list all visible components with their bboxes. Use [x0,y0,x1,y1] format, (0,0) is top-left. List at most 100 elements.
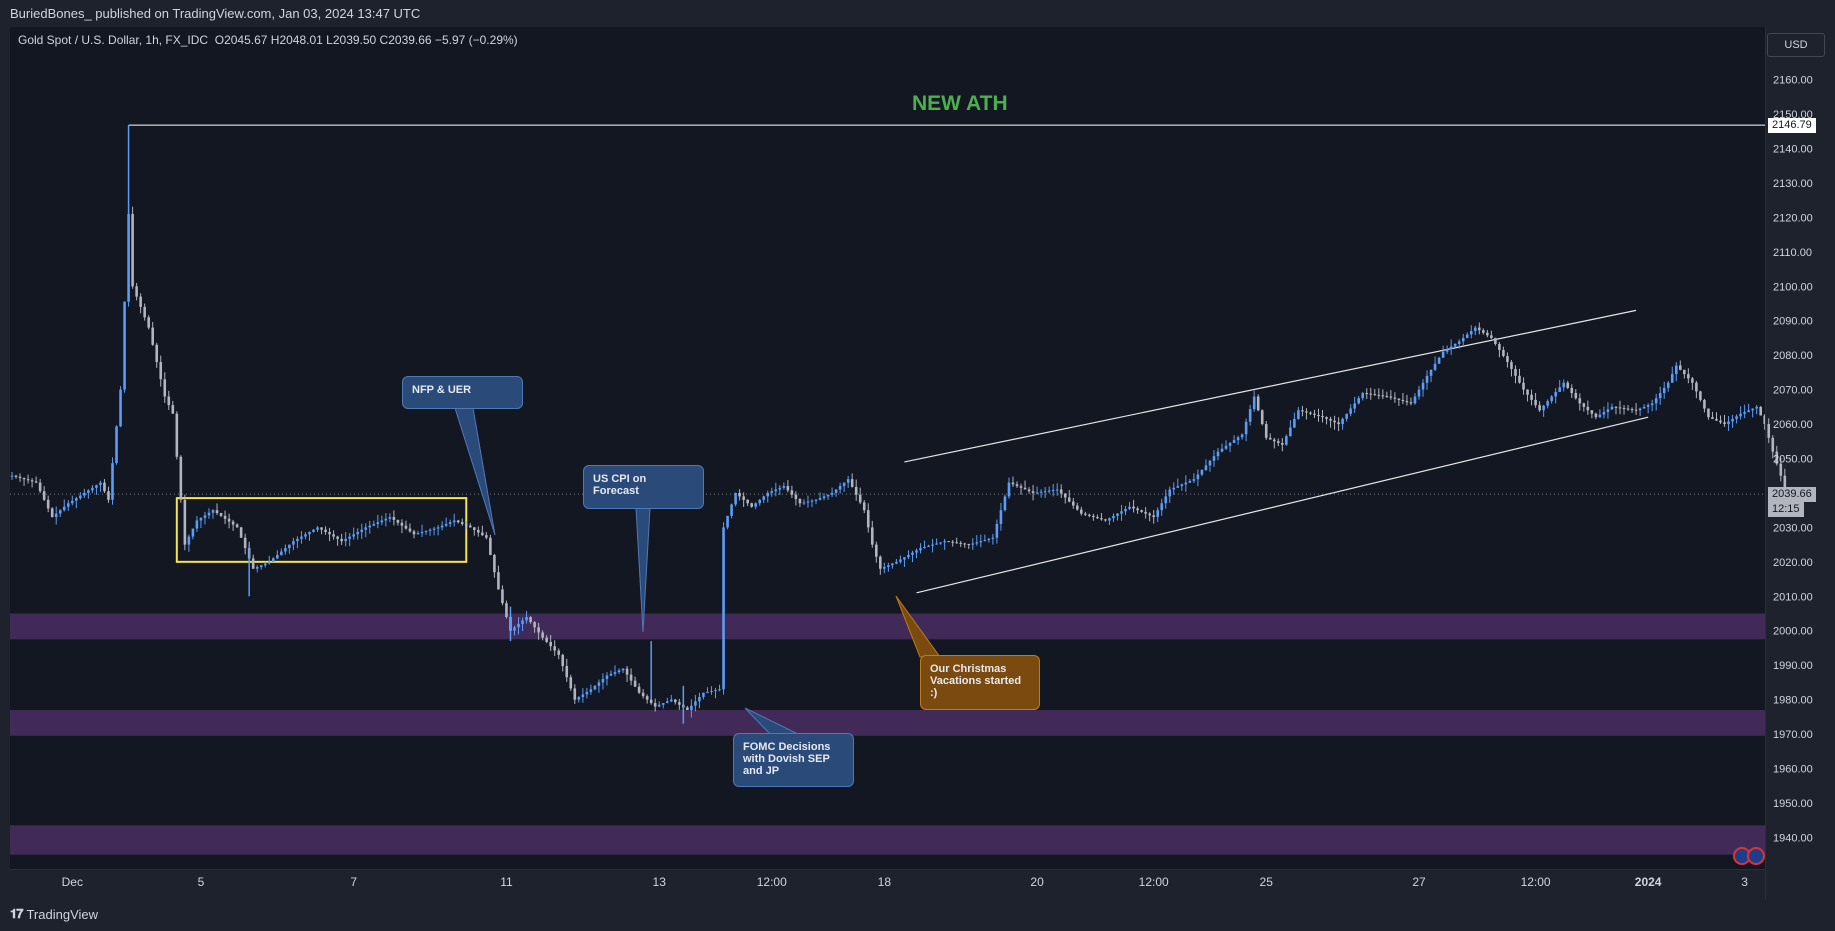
candle-body [62,506,66,511]
price-tick-label: 1960.00 [1773,764,1813,776]
support-zone-1 [10,613,1765,640]
candle-body [1771,437,1775,452]
candle-body [1192,479,1196,481]
candle-body [460,522,464,524]
nfp-callout[interactable]: NFP & UER [402,376,523,409]
candle-body [875,544,878,557]
candle-body [1691,378,1694,383]
candle-body [1007,482,1011,497]
candle-body [1003,496,1007,511]
candle-body [1421,382,1425,390]
candle-body [171,405,175,414]
fomc-callout[interactable]: FOMC Decisions with Dovish SEP and JP [733,733,854,787]
candle-body [1301,410,1304,412]
candle-body [850,479,854,487]
candle-body [810,500,814,502]
time-tick-label: 3 [1741,875,1748,889]
candle-body [1365,393,1369,395]
candle-body [1393,397,1397,399]
candle-body [83,492,86,496]
candle-body [561,654,565,667]
candle-body [336,536,339,539]
candle-body [1019,486,1023,488]
price-tick-label: 2080.00 [1773,350,1813,362]
time-tick-label: 12:00 [1521,875,1551,889]
candle-body [653,703,657,707]
candle-body [1120,511,1123,514]
candle-body [903,557,906,560]
candle-body [1478,327,1481,331]
candle-body [1067,497,1071,502]
candle-body [276,554,279,559]
candle-body [199,517,203,521]
candle-body [203,515,207,518]
candle-body [947,541,950,543]
candle-body [822,496,826,499]
candle-body [1506,356,1509,363]
price-tick-label: 1980.00 [1773,695,1813,707]
candle-body [1441,351,1445,358]
ohlc-values: O2045.67 H2048.01 L2039.50 C2039.66 −5.9… [214,33,518,47]
candle-body [1349,408,1352,414]
candle-body [1224,445,1228,449]
candle-body [786,486,790,491]
candle-body [1333,420,1336,423]
time-tick-label: 12:00 [757,875,787,889]
candle-body [412,531,416,535]
candle-body [1594,413,1598,418]
time-tick-label: 20 [1030,875,1044,889]
price-tick-label: 2020.00 [1773,557,1813,569]
price-tick-label: 2090.00 [1773,316,1813,328]
brand-label: TradingView [26,906,99,922]
candle-body [1514,368,1517,376]
candle-body [1361,393,1365,399]
candle-body [468,525,472,528]
candle-body [456,520,460,523]
candle-body [420,531,424,534]
candle-body [1409,402,1413,404]
currency-button[interactable]: USD [1767,33,1825,57]
candle-body [1602,411,1606,415]
candle-body [541,632,544,638]
candle-body [1578,398,1582,404]
candle-body [1747,410,1750,412]
candle-body [119,389,122,427]
candle-body [661,703,665,705]
candle-body [50,508,54,518]
candle-body [774,489,778,492]
candle-body [215,510,219,514]
time-tick-label: 5 [198,875,205,889]
cpi-callout[interactable]: US CPI on Forecast [583,465,704,509]
candle-body [770,491,774,493]
candle-body [1445,349,1449,352]
christmas-callout[interactable]: Our Christmas Vacations started :) [920,655,1040,710]
tradingview-brand[interactable]: 𝟏𝟕 TradingView [10,906,98,922]
candle-body [967,544,971,546]
candle-body [1377,394,1381,396]
candle-body [123,301,126,390]
candle-body [1228,442,1232,446]
candle-body [1208,460,1212,466]
candle-body [935,543,938,545]
candle-body [263,563,267,566]
candle-body [360,529,364,532]
candle-body [1429,369,1433,376]
candle-body [91,487,94,491]
candle-body [187,536,191,545]
candle-body [895,561,898,564]
price-tick-label: 2000.00 [1773,626,1813,638]
candle-body [999,510,1003,524]
candle-body [1490,335,1493,338]
candle-body [1449,346,1453,350]
candle-body [911,552,914,555]
candle-body [1264,424,1268,438]
candle-body [806,501,810,503]
candle-body [915,550,918,553]
candle-body [1248,409,1252,422]
candle-body [1164,496,1168,504]
candle-body [1530,394,1533,400]
candle-body [1325,417,1328,419]
candle-body [1662,387,1666,394]
candle-body [115,426,118,464]
